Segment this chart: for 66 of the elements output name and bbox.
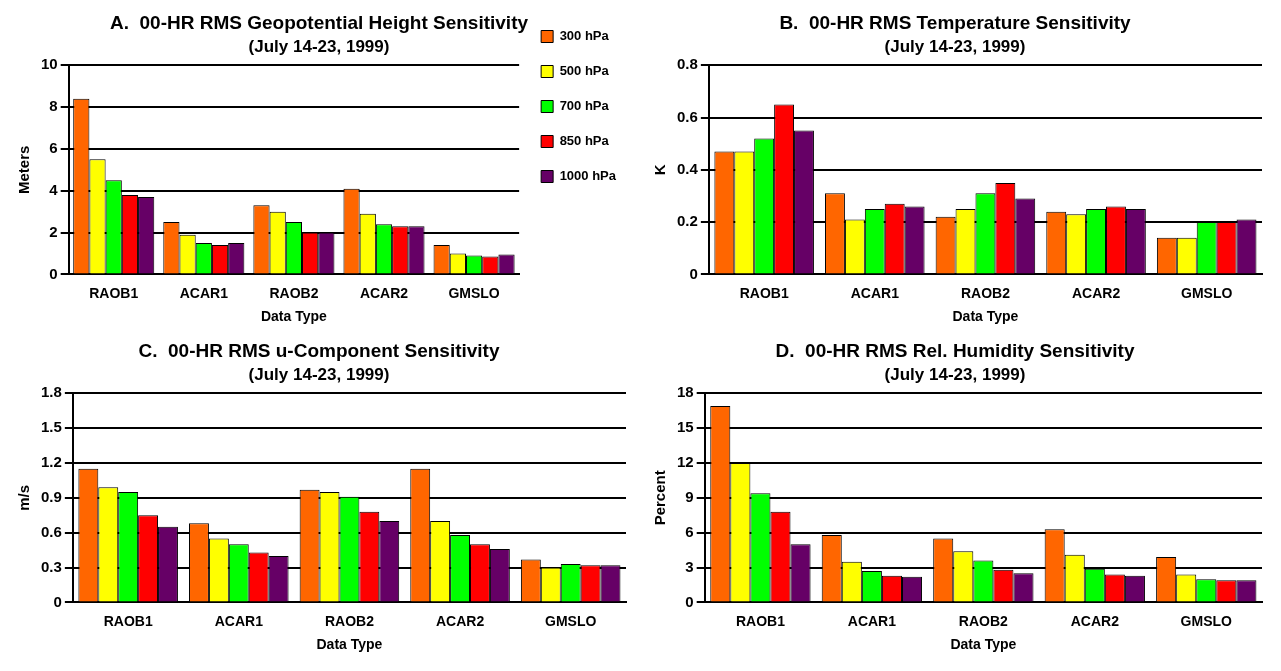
y-axis-title: m/s xyxy=(15,484,33,511)
legend-label: 700 hPa xyxy=(559,98,610,114)
y-tick-label: 0 xyxy=(689,264,698,282)
y-tick-label: 1.8 xyxy=(40,383,62,401)
y-tick-label: 0 xyxy=(53,592,62,610)
chart-title: C. 00-HR RMS u-Component Sensitivity xyxy=(138,339,500,361)
x-tick-label: GMSLO xyxy=(1181,284,1233,301)
x-tick-label: GMSLO xyxy=(1180,612,1233,629)
y-tick-label: 18 xyxy=(677,383,694,401)
chart-title: A. 00-HR RMS Geopotential Height Sensitivity xyxy=(109,11,529,33)
y-tick-label: 3 xyxy=(685,557,694,575)
x-axis-title: Data Type xyxy=(950,636,1017,653)
chart-subtitle: (July 14-23, 1999) xyxy=(248,364,390,384)
legend-label: 500 hPa xyxy=(559,63,610,79)
y-axis-title: Meters xyxy=(15,145,33,194)
x-tick-label: ACAR1 xyxy=(179,284,229,301)
y-tick-label: 15 xyxy=(677,418,694,436)
chart-subtitle: (July 14-23, 1999) xyxy=(248,36,390,56)
x-axis-title: Data Type xyxy=(952,308,1019,325)
x-tick-label: ACAR2 xyxy=(359,284,409,301)
legend-label: 1000 hPa xyxy=(559,168,617,184)
y-tick-label: 2 xyxy=(49,222,58,240)
x-tick-label: ACAR2 xyxy=(435,612,485,629)
y-tick-label: 6 xyxy=(685,522,694,540)
legend-label: 300 hPa xyxy=(559,28,610,44)
x-axis-title: Data Type xyxy=(260,308,328,325)
y-tick-label: 12 xyxy=(677,453,694,471)
x-tick-label: RAOB1 xyxy=(103,612,153,629)
y-tick-label: 0.3 xyxy=(40,557,62,575)
y-tick-label: 0.6 xyxy=(676,107,698,125)
x-tick-label: RAOB1 xyxy=(735,612,786,629)
x-tick-label: RAOB1 xyxy=(89,284,139,301)
y-tick-label: 0.4 xyxy=(676,159,699,177)
y-tick-label: 0.8 xyxy=(676,55,698,73)
x-tick-label: RAOB2 xyxy=(958,612,1009,629)
y-tick-label: 0.6 xyxy=(40,522,62,540)
x-tick-label: GMSLO xyxy=(448,284,500,301)
x-tick-label: ACAR2 xyxy=(1071,284,1121,301)
x-tick-label: ACAR2 xyxy=(1070,612,1120,629)
y-tick-label: 10 xyxy=(41,55,58,73)
y-tick-label: 9 xyxy=(685,487,694,505)
chart-title: D. 00-HR RMS Rel. Humidity Sensitivity xyxy=(775,339,1135,361)
y-tick-label: 8 xyxy=(49,97,58,115)
y-tick-label: 0.2 xyxy=(676,212,698,230)
legend-label: 850 hPa xyxy=(559,133,610,149)
x-axis-title: Data Type xyxy=(316,636,383,653)
y-tick-label: 1.2 xyxy=(40,453,62,471)
y-axis-title: Percent xyxy=(651,470,669,526)
x-tick-label: ACAR1 xyxy=(850,284,900,301)
y-tick-label: 0 xyxy=(49,264,58,282)
y-tick-label: 1.5 xyxy=(40,418,62,436)
x-tick-label: ACAR1 xyxy=(847,612,897,629)
chart-subtitle: (July 14-23, 1999) xyxy=(884,36,1026,56)
chart-subtitle: (July 14-23, 1999) xyxy=(884,364,1026,384)
y-tick-label: 4 xyxy=(49,180,59,198)
x-tick-label: RAOB2 xyxy=(960,284,1011,301)
y-axis-title: K xyxy=(651,164,669,176)
chart-title: B. 00-HR RMS Temperature Sensitivity xyxy=(779,11,1132,33)
x-tick-label: RAOB2 xyxy=(324,612,375,629)
x-tick-label: GMSLO xyxy=(545,612,597,629)
y-tick-label: 0.9 xyxy=(40,487,62,505)
x-tick-label: RAOB2 xyxy=(269,284,319,301)
y-tick-label: 6 xyxy=(49,139,58,157)
y-tick-label: 0 xyxy=(685,592,694,610)
x-tick-label: ACAR1 xyxy=(214,612,264,629)
x-tick-label: RAOB1 xyxy=(739,284,789,301)
